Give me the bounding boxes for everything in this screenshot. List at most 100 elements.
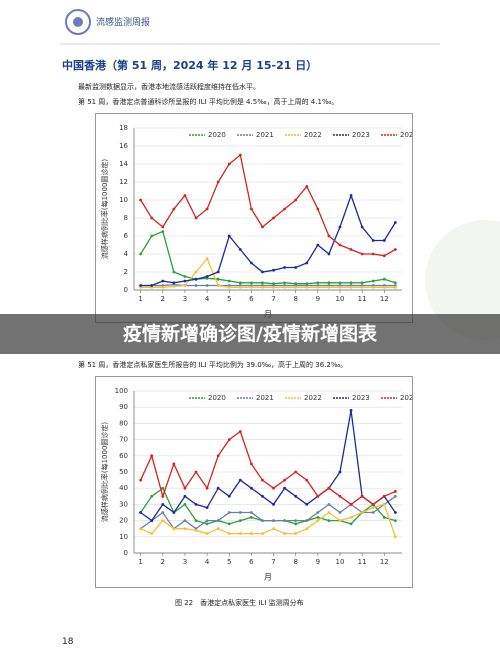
point [349, 194, 353, 197]
point [216, 527, 220, 531]
point [139, 478, 143, 482]
point [272, 527, 275, 531]
point [216, 270, 220, 274]
point [316, 207, 320, 211]
legend-label: 2023 [352, 394, 370, 402]
x-tick-label: 12 [380, 558, 389, 566]
y-tick-label: 30 [119, 500, 128, 508]
point [139, 198, 143, 202]
point [216, 277, 220, 281]
point [205, 532, 209, 535]
point [294, 266, 298, 269]
point [238, 519, 242, 522]
point [371, 279, 375, 283]
point [305, 185, 309, 188]
x-tick-label: 8 [293, 558, 297, 566]
point [261, 494, 264, 498]
point [161, 519, 165, 522]
point [238, 248, 242, 251]
point [349, 503, 353, 506]
point [360, 511, 364, 514]
point [338, 470, 342, 474]
y-tick-label: 0 [124, 286, 128, 294]
point [382, 285, 386, 289]
point [272, 216, 275, 220]
y-tick-label: 20 [119, 517, 128, 525]
y-tick-label: 10 [119, 533, 128, 541]
y-tick-label: 0 [124, 549, 128, 557]
point [205, 519, 209, 522]
point [227, 285, 231, 289]
x-tick-label: 4 [205, 558, 210, 566]
point [227, 532, 231, 535]
point [349, 409, 353, 412]
point [183, 486, 187, 490]
x-tick-label: 2 [161, 295, 165, 303]
point [261, 225, 264, 229]
point [393, 511, 397, 514]
point [294, 198, 298, 202]
point [183, 494, 187, 498]
point [216, 180, 220, 184]
banner: 疫情新增确诊图/疫情新增图表 [123, 323, 377, 345]
point [139, 284, 143, 287]
header: 流感监测周报 [96, 18, 151, 28]
point [360, 225, 364, 229]
point [249, 532, 253, 535]
point [205, 275, 209, 278]
point [338, 285, 342, 289]
point [161, 285, 165, 289]
point [382, 239, 386, 242]
point [327, 503, 331, 506]
point [316, 243, 320, 247]
point [161, 279, 165, 283]
point [371, 511, 375, 514]
point [316, 281, 320, 285]
legend-label: 2021 [256, 394, 274, 402]
x-tick-label: 2 [161, 558, 165, 566]
point [371, 506, 375, 510]
x-tick-label: 10 [336, 558, 345, 566]
point [305, 519, 309, 522]
point [161, 225, 165, 229]
point [227, 511, 231, 514]
line [140, 153, 396, 257]
point [349, 281, 353, 285]
point [294, 519, 298, 522]
line [140, 503, 396, 538]
point [139, 511, 143, 514]
point [238, 285, 242, 289]
point [216, 284, 220, 287]
point [194, 519, 198, 522]
banner-bg [0, 314, 500, 354]
point [349, 515, 353, 519]
point [183, 519, 187, 522]
point [183, 527, 187, 531]
x-tick-label: 10 [336, 295, 345, 303]
point [216, 519, 220, 522]
point [283, 266, 287, 269]
point [172, 207, 176, 211]
point [349, 285, 353, 289]
point [194, 284, 198, 287]
point [338, 225, 342, 229]
point [227, 279, 231, 283]
point [238, 532, 242, 535]
point [371, 252, 375, 256]
point [272, 268, 275, 272]
point [183, 275, 187, 278]
point [393, 248, 397, 251]
point [294, 470, 298, 474]
point [205, 207, 209, 211]
point [150, 234, 154, 238]
legend-label: 2020 [208, 394, 226, 402]
point [316, 515, 320, 519]
point [382, 277, 386, 281]
y-tick-label: 50 [119, 468, 128, 476]
point [139, 252, 143, 256]
point [393, 221, 397, 224]
y-tick-label: 70 [119, 436, 128, 444]
deco-circle [425, 220, 500, 340]
point [238, 281, 242, 285]
